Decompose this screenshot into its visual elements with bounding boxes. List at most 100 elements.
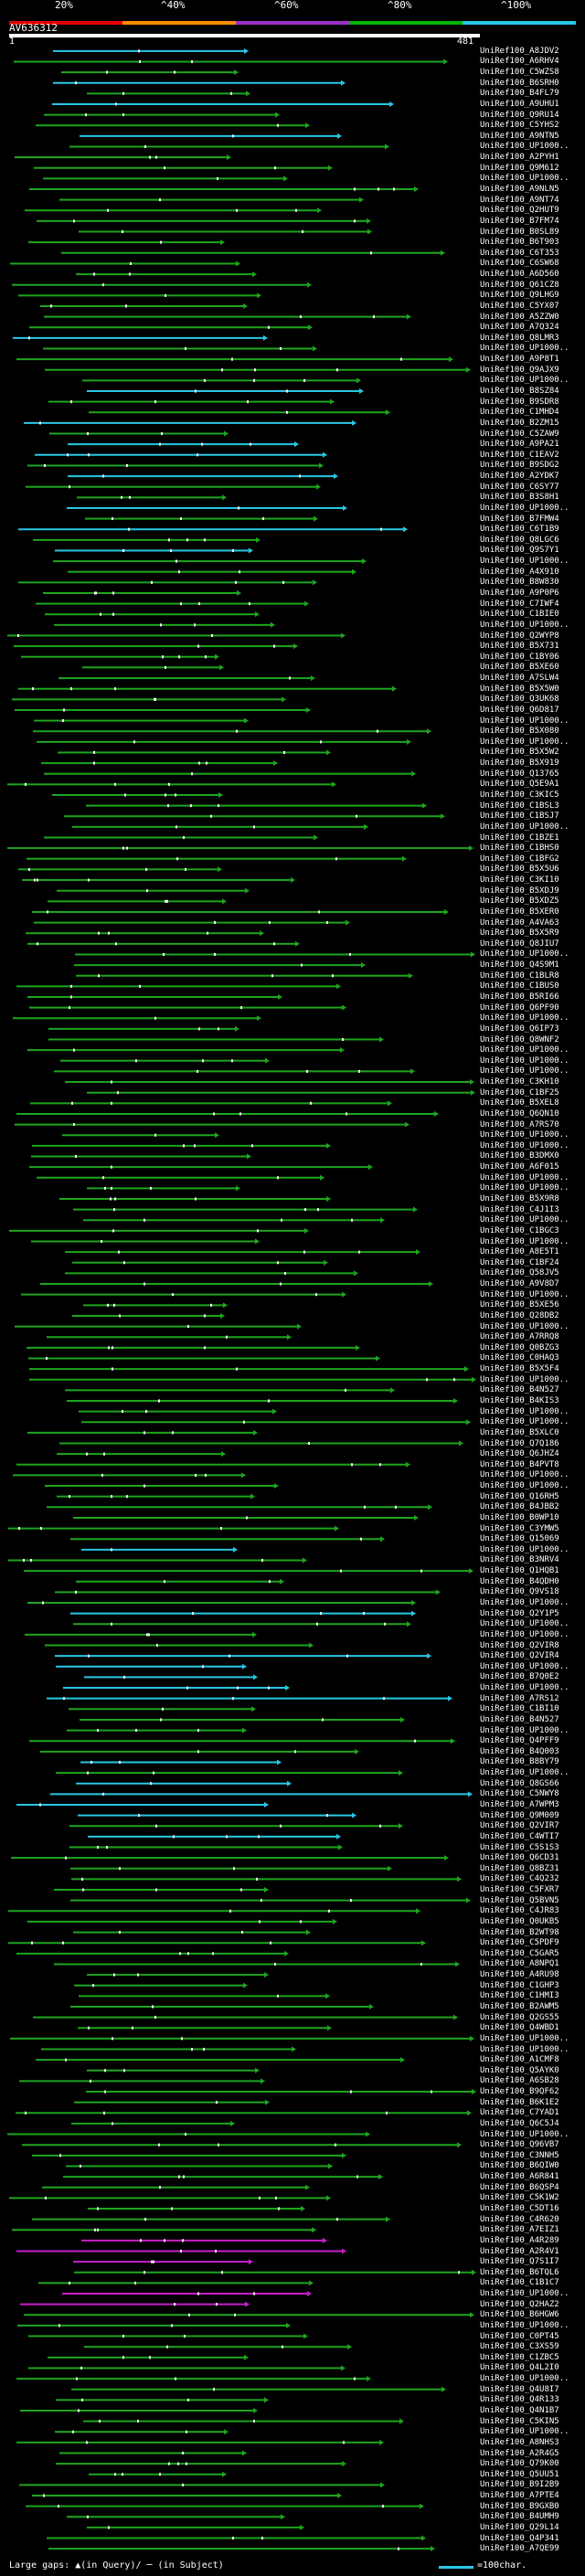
hit-label[interactable]: UniRef100_Q7S1I7 bbox=[480, 2257, 559, 2267]
hit-label[interactable]: UniRef100_Q8GS66 bbox=[480, 1778, 559, 1788]
hit-label[interactable]: UniRef100_C1BZE1 bbox=[480, 832, 559, 843]
hit-label[interactable]: UniRef100_C1BHS0 bbox=[480, 843, 559, 853]
hit-label[interactable]: UniRef100_C1GHP3 bbox=[480, 1980, 559, 1990]
hit-label[interactable]: UniRef100_Q4PFF9 bbox=[480, 1736, 559, 1746]
hit-label[interactable]: UniRef100_B0SL89 bbox=[480, 227, 559, 237]
hit-label[interactable]: UniRef100_A4RU98 bbox=[480, 1970, 559, 1980]
hit-label[interactable]: UniRef100_C0PT45 bbox=[480, 2331, 559, 2341]
hit-label[interactable]: UniRef100_Q9VS18 bbox=[480, 1587, 559, 1597]
hit-label[interactable]: UniRef100_UP1000.. bbox=[480, 2129, 569, 2139]
hit-label[interactable]: UniRef100_UP1000.. bbox=[480, 1215, 569, 1225]
hit-label[interactable]: UniRef100_A7QE99 bbox=[480, 2544, 559, 2554]
hit-label[interactable]: UniRef100_B5X731 bbox=[480, 641, 559, 652]
hit-label[interactable]: UniRef100_C1EAV2 bbox=[480, 450, 559, 460]
hit-label[interactable]: UniRef100_B5RI66 bbox=[480, 992, 559, 1002]
hit-label[interactable]: UniRef100_Q29L14 bbox=[480, 2522, 559, 2532]
hit-label[interactable]: UniRef100_B5XE56 bbox=[480, 1300, 559, 1310]
hit-label[interactable]: UniRef100_Q2GS55 bbox=[480, 2012, 559, 2022]
hit-label[interactable]: UniRef100_A4VA63 bbox=[480, 917, 559, 928]
hit-label[interactable]: UniRef100_B8W830 bbox=[480, 578, 559, 588]
hit-label[interactable]: UniRef100_C4JR83 bbox=[480, 1906, 559, 1916]
hit-label[interactable]: UniRef100_B6SRH0 bbox=[480, 78, 559, 88]
hit-label[interactable]: UniRef100_B8BY79 bbox=[480, 1757, 559, 1767]
hit-label[interactable]: UniRef100_Q9LHG9 bbox=[480, 291, 559, 301]
hit-label[interactable]: UniRef100_Q6QN10 bbox=[480, 1108, 559, 1118]
hit-label[interactable]: UniRef100_Q2VIR7 bbox=[480, 1821, 559, 1831]
hit-label[interactable]: UniRef100_Q6D817 bbox=[480, 705, 559, 715]
hit-label[interactable]: UniRef100_A7PTE4 bbox=[480, 2491, 559, 2501]
hit-label[interactable]: UniRef100_UP1000.. bbox=[480, 344, 569, 354]
hit-label[interactable]: UniRef100_A2R4V1 bbox=[480, 2246, 559, 2256]
hit-label[interactable]: UniRef100_B7FMW4 bbox=[480, 514, 559, 524]
hit-label[interactable]: UniRef100_Q61CZ8 bbox=[480, 280, 559, 290]
hit-label[interactable]: UniRef100_B4UMH9 bbox=[480, 2512, 559, 2522]
hit-label[interactable]: UniRef100_C5DT16 bbox=[480, 2203, 559, 2213]
hit-label[interactable]: UniRef100_C3NNH5 bbox=[480, 2150, 559, 2160]
hit-label[interactable]: UniRef100_Q6C5J4 bbox=[480, 2118, 559, 2128]
hit-label[interactable]: UniRef100_B9QF62 bbox=[480, 2087, 559, 2097]
hit-label[interactable]: UniRef100_B9SDG2 bbox=[480, 461, 559, 471]
hit-label[interactable]: UniRef100_Q1HQB1 bbox=[480, 1566, 559, 1576]
hit-label[interactable]: UniRef100_Q4P341 bbox=[480, 2533, 559, 2543]
hit-label[interactable]: UniRef100_C1BUS0 bbox=[480, 981, 559, 991]
hit-label[interactable]: UniRef100_B4JBB2 bbox=[480, 1502, 559, 1512]
hit-label[interactable]: UniRef100_C6SY77 bbox=[480, 482, 559, 492]
hit-label[interactable]: UniRef100_A2PYH1 bbox=[480, 153, 559, 163]
hit-label[interactable]: UniRef100_A9P8T1 bbox=[480, 355, 559, 365]
hit-label[interactable]: UniRef100_C1BGC3 bbox=[480, 1225, 559, 1235]
hit-label[interactable]: UniRef100_Q2VIR8 bbox=[480, 1640, 559, 1650]
hit-label[interactable]: UniRef100_UP1000.. bbox=[480, 2374, 569, 2384]
hit-label[interactable]: UniRef100_UP1000.. bbox=[480, 1013, 569, 1023]
hit-label[interactable]: UniRef100_UP1000.. bbox=[480, 1683, 569, 1693]
hit-label[interactable]: UniRef100_B9GXB0 bbox=[480, 2501, 559, 2511]
hit-label[interactable]: UniRef100_UP1000.. bbox=[480, 1183, 569, 1193]
hit-label[interactable]: UniRef100_C1BSL3 bbox=[480, 800, 559, 811]
hit-label[interactable]: UniRef100_C1BF24 bbox=[480, 1257, 559, 1267]
hit-label[interactable]: UniRef100_B4FL79 bbox=[480, 89, 559, 99]
hit-label[interactable]: UniRef100_Q9S7Y1 bbox=[480, 546, 559, 556]
hit-label[interactable]: UniRef100_Q96VB7 bbox=[480, 2140, 559, 2150]
hit-label[interactable]: UniRef100_A9P0P6 bbox=[480, 588, 559, 598]
hit-label[interactable]: UniRef100_C6T353 bbox=[480, 248, 559, 258]
hit-label[interactable]: UniRef100_Q4WBD1 bbox=[480, 2023, 559, 2033]
hit-label[interactable]: UniRef100_B2ZM15 bbox=[480, 418, 559, 428]
hit-label[interactable]: UniRef100_UP1000.. bbox=[480, 1321, 569, 1331]
hit-label[interactable]: UniRef100_B3S8H1 bbox=[480, 493, 559, 503]
hit-label[interactable]: UniRef100_C5NWY8 bbox=[480, 1789, 559, 1799]
hit-label[interactable]: UniRef100_Q13765 bbox=[480, 769, 559, 779]
hit-label[interactable]: UniRef100_A6R841 bbox=[480, 2172, 559, 2182]
hit-label[interactable]: UniRef100_A4X910 bbox=[480, 567, 559, 577]
hit-label[interactable]: UniRef100_C4R620 bbox=[480, 2214, 559, 2224]
hit-label[interactable]: UniRef100_UP1000.. bbox=[480, 174, 569, 184]
hit-label[interactable]: UniRef100_A9NTN5 bbox=[480, 131, 559, 141]
hit-label[interactable]: UniRef100_A9PA21 bbox=[480, 440, 559, 450]
hit-label[interactable]: UniRef100_C6SW68 bbox=[480, 259, 559, 269]
hit-label[interactable]: UniRef100_B7Q0E2 bbox=[480, 1672, 559, 1682]
hit-label[interactable]: UniRef100_UP1000.. bbox=[480, 2289, 569, 2299]
hit-label[interactable]: UniRef100_UP1000.. bbox=[480, 1470, 569, 1480]
hit-label[interactable]: UniRef100_Q2HAZ2 bbox=[480, 2299, 559, 2309]
hit-label[interactable]: UniRef100_Q2Y1P5 bbox=[480, 1608, 559, 1618]
hit-label[interactable]: UniRef100_B5X5W2 bbox=[480, 747, 559, 758]
hit-label[interactable]: UniRef100_C4WTI7 bbox=[480, 1831, 559, 1841]
hit-label[interactable]: UniRef100_C0HAQ3 bbox=[480, 1353, 559, 1363]
hit-label[interactable]: UniRef100_Q9AJX9 bbox=[480, 365, 559, 375]
hit-label[interactable]: UniRef100_A7RS70 bbox=[480, 1119, 559, 1129]
hit-label[interactable]: UniRef100_Q6CD31 bbox=[480, 1853, 559, 1863]
hit-label[interactable]: UniRef100_Q5BVN5 bbox=[480, 1895, 559, 1905]
hit-label[interactable]: UniRef100_A9NLN5 bbox=[480, 185, 559, 195]
hit-label[interactable]: UniRef100_B3DMX0 bbox=[480, 1151, 559, 1161]
hit-label[interactable]: UniRef100_UP1000.. bbox=[480, 716, 569, 726]
hit-label[interactable]: UniRef100_C1HMI3 bbox=[480, 1991, 559, 2001]
hit-label[interactable]: UniRef100_C1B1C7 bbox=[480, 2278, 559, 2288]
hit-label[interactable]: UniRef100_Q8LGC6 bbox=[480, 535, 559, 545]
hit-label[interactable]: UniRef100_UP1000.. bbox=[480, 1055, 569, 1065]
hit-label[interactable]: UniRef100_Q0BZG3 bbox=[480, 1342, 559, 1352]
hit-label[interactable]: UniRef100_B6T903 bbox=[480, 238, 559, 248]
hit-label[interactable]: UniRef100_B5X5R9 bbox=[480, 928, 559, 938]
hit-label[interactable]: UniRef100_B7FM74 bbox=[480, 216, 559, 226]
hit-label[interactable]: UniRef100_C5WZS8 bbox=[480, 68, 559, 78]
hit-label[interactable]: UniRef100_Q9M612 bbox=[480, 163, 559, 173]
hit-label[interactable]: UniRef100_B5X919 bbox=[480, 758, 559, 769]
hit-label[interactable]: UniRef100_C3KH10 bbox=[480, 1077, 559, 1087]
